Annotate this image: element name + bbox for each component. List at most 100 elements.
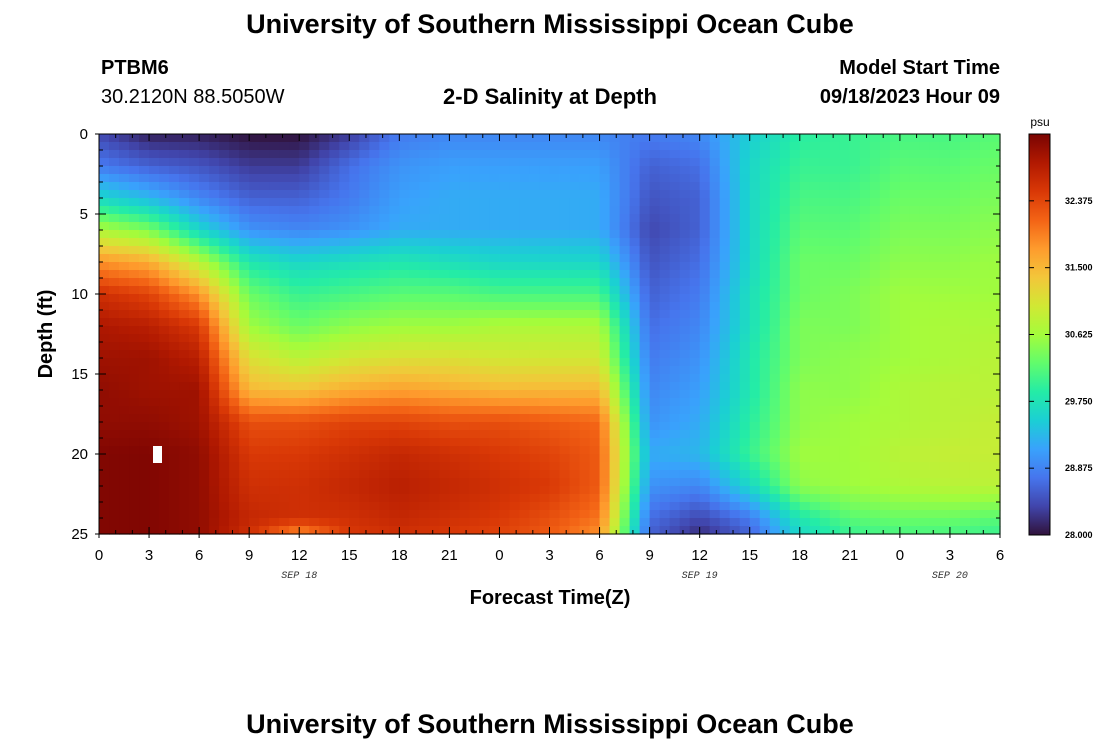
heatmap-cell <box>179 462 190 471</box>
heatmap-cell <box>969 302 981 311</box>
heatmap-cell <box>569 286 581 295</box>
heatmap-cell <box>939 342 951 351</box>
heatmap-cell <box>829 318 841 327</box>
heatmap-cell <box>429 230 440 239</box>
heatmap-cell <box>399 422 410 431</box>
heatmap-cell <box>489 454 501 463</box>
heatmap-cell <box>179 254 190 263</box>
heatmap-cell <box>119 382 130 391</box>
heatmap-cell <box>479 358 491 367</box>
heatmap-cell <box>409 190 420 199</box>
heatmap-cell <box>419 510 430 519</box>
heatmap-cell <box>249 254 260 263</box>
heatmap-cell <box>929 350 941 359</box>
heatmap-cell <box>329 270 340 279</box>
heatmap-cell <box>659 398 671 407</box>
heatmap-cell <box>119 470 130 479</box>
heatmap-cell <box>159 406 170 415</box>
heatmap-cell <box>589 134 601 143</box>
heatmap-cell <box>369 254 380 263</box>
heatmap-cell <box>249 486 260 495</box>
heatmap-cell <box>499 278 511 287</box>
heatmap-cell <box>869 222 881 231</box>
heatmap-cell <box>619 286 631 295</box>
heatmap-cell <box>339 382 350 391</box>
heatmap-cell <box>339 198 350 207</box>
heatmap-cell <box>769 462 781 471</box>
heatmap-cell <box>239 270 250 279</box>
heatmap-cell <box>629 278 641 287</box>
heatmap-cell <box>489 470 501 479</box>
heatmap-cell <box>139 158 150 167</box>
heatmap-cell <box>759 174 771 183</box>
heatmap-cell <box>819 414 831 423</box>
heatmap-cell <box>229 222 240 231</box>
heatmap-cell <box>599 510 611 519</box>
heatmap-cell <box>399 366 410 375</box>
heatmap-cell <box>229 494 240 503</box>
heatmap-cell <box>939 302 951 311</box>
heatmap-cell <box>589 182 601 191</box>
heatmap-cell <box>109 446 120 455</box>
heatmap-cell <box>419 230 430 239</box>
heatmap-cell <box>729 302 741 311</box>
heatmap-cell <box>679 390 691 399</box>
heatmap-cell <box>569 334 581 343</box>
heatmap-cell <box>169 526 180 535</box>
heatmap-cell <box>289 134 300 143</box>
heatmap-cell <box>249 206 260 215</box>
heatmap-cell <box>689 198 701 207</box>
heatmap-cell <box>619 358 631 367</box>
heatmap-cell <box>699 366 711 375</box>
heatmap-cell <box>659 502 671 511</box>
heatmap-cell <box>739 174 751 183</box>
heatmap-cell <box>449 222 460 231</box>
heatmap-cell <box>519 158 531 167</box>
heatmap-cell <box>599 478 611 487</box>
heatmap-cell <box>839 326 851 335</box>
heatmap-cell <box>279 134 290 143</box>
heatmap-cell <box>259 350 270 359</box>
heatmap-cell <box>899 478 911 487</box>
heatmap-cell <box>109 350 120 359</box>
heatmap-cell <box>359 182 370 191</box>
heatmap-cell <box>119 494 130 503</box>
heatmap-cell <box>129 246 140 255</box>
heatmap-cell <box>259 406 270 415</box>
heatmap-cell <box>339 262 350 271</box>
heatmap-cell <box>959 150 971 159</box>
heatmap-cell <box>609 302 621 311</box>
heatmap-cell <box>279 486 290 495</box>
heatmap-cell <box>179 198 190 207</box>
heatmap-cell <box>609 446 621 455</box>
heatmap-cell <box>919 414 931 423</box>
heatmap-cell <box>369 486 380 495</box>
heatmap-cell <box>879 526 891 535</box>
heatmap-cell <box>539 206 551 215</box>
heatmap-cell <box>489 374 501 383</box>
heatmap-cell <box>249 134 260 143</box>
heatmap-cell <box>599 262 611 271</box>
heatmap-cell <box>319 270 330 279</box>
heatmap-cell <box>509 238 521 247</box>
heatmap-cell <box>569 382 581 391</box>
heatmap-cell <box>329 230 340 239</box>
heatmap-cell <box>979 222 991 231</box>
heatmap-cell <box>509 286 521 295</box>
heatmap-cell <box>139 406 150 415</box>
heatmap-cell <box>769 134 781 143</box>
heatmap-cell <box>519 422 531 431</box>
heatmap-cell <box>639 366 651 375</box>
heatmap-cell <box>529 438 541 447</box>
heatmap-cell <box>709 494 721 503</box>
heatmap-cell <box>179 486 190 495</box>
heatmap-cell <box>239 246 250 255</box>
heatmap-cell <box>139 214 150 223</box>
heatmap-cell <box>869 382 881 391</box>
heatmap-cell <box>619 222 631 231</box>
heatmap-cell <box>719 230 731 239</box>
heatmap-cell <box>899 270 911 279</box>
heatmap-cell <box>719 142 731 151</box>
heatmap-cell <box>289 478 300 487</box>
heatmap-cell <box>229 350 240 359</box>
